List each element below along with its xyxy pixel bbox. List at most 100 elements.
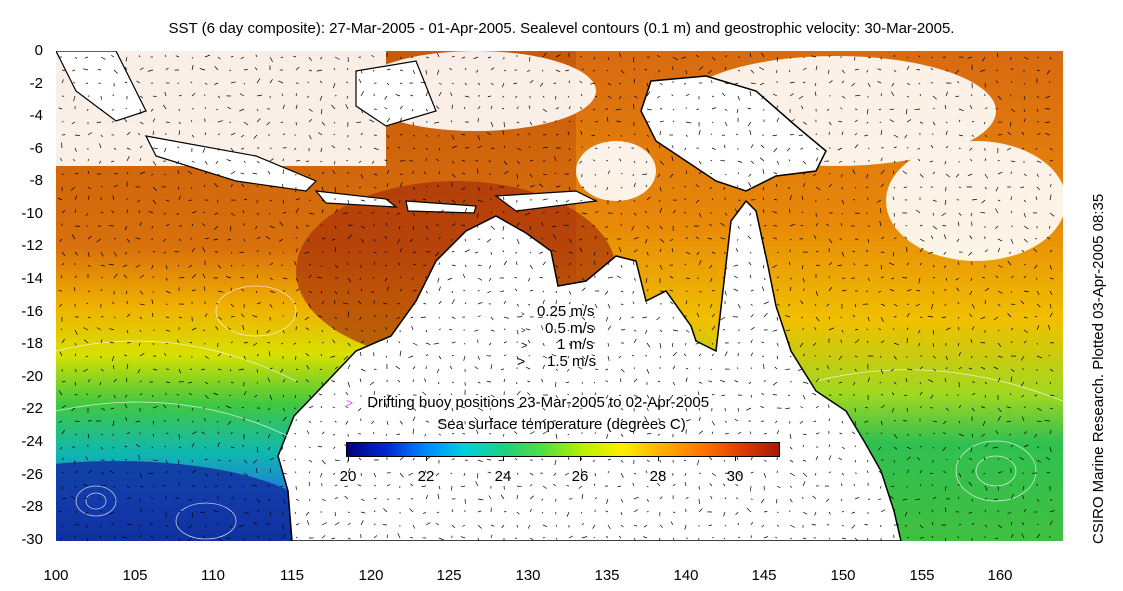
velocity-arrow [932, 446, 935, 449]
velocity-arrow [438, 147, 441, 151]
velocity-arrow [461, 134, 466, 136]
velocity-arrow [451, 432, 455, 435]
velocity-arrow [594, 185, 597, 188]
velocity-arrow [1007, 313, 1012, 318]
velocity-arrow [321, 171, 325, 175]
velocity-arrow [477, 199, 483, 203]
velocity-arrow [152, 160, 157, 166]
velocity-arrow [672, 316, 675, 319]
velocity-arrow [1036, 173, 1039, 177]
velocity-arrow [968, 457, 973, 461]
velocity-arrow [410, 94, 414, 97]
velocity-arrow [607, 146, 610, 149]
velocity-arrow [555, 211, 559, 214]
velocity-arrow [893, 186, 896, 189]
velocity-arrow [462, 524, 466, 527]
velocity-arrow [685, 170, 688, 175]
velocity-arrow [633, 199, 636, 202]
velocity-arrow [202, 247, 206, 253]
velocity-arrow [697, 391, 700, 396]
velocity-arrow [1046, 236, 1051, 240]
velocity-arrow [294, 394, 297, 399]
velocity-arrow [685, 407, 688, 412]
velocity-arrow [997, 342, 1002, 348]
velocity-arrow [789, 223, 796, 227]
velocity-arrow [633, 496, 639, 500]
velocity-arrow [893, 54, 895, 58]
velocity-arrow [281, 93, 284, 97]
velocity-arrow [397, 303, 401, 305]
velocity-arrow [373, 432, 375, 435]
velocity-arrow [317, 445, 323, 448]
velocity-arrow [645, 470, 648, 474]
velocity-arrow [191, 289, 196, 292]
velocity-arrow [1049, 510, 1055, 513]
map-plot-area[interactable] [56, 51, 1063, 541]
velocity-legend-item: >1.5 m/s [517, 353, 596, 370]
velocity-arrow [812, 495, 817, 500]
velocity-arrow [463, 106, 466, 110]
velocity-arrow [997, 458, 1000, 461]
velocity-arrow [772, 329, 778, 332]
velocity-arrow [711, 251, 716, 255]
velocity-arrow [828, 276, 830, 279]
velocity-arrow [737, 431, 742, 435]
velocity-arrow [395, 365, 401, 370]
velocity-arrow [214, 82, 219, 86]
velocity-arrow [254, 67, 258, 71]
velocity-arrow [684, 394, 687, 397]
velocity-arrow [318, 132, 323, 136]
velocity-arrow [438, 91, 442, 97]
velocity-arrow [213, 225, 219, 230]
velocity-arrow [646, 91, 651, 97]
velocity-arrow [529, 484, 533, 487]
velocity-arrow [331, 145, 336, 149]
velocity-arrow [776, 117, 779, 123]
velocity-arrow [74, 485, 77, 488]
velocity-arrow [108, 263, 115, 266]
velocity-arrow [733, 288, 739, 292]
velocity-arrow [386, 339, 388, 344]
velocity-arrow [906, 82, 910, 86]
velocity-arrow [399, 82, 403, 85]
velocity-arrow [646, 368, 650, 374]
velocity-arrow [126, 209, 128, 214]
velocity-arrow [851, 524, 856, 529]
velocity-arrow [490, 329, 495, 332]
velocity-arrow [514, 277, 518, 279]
velocity-arrow [476, 429, 479, 435]
velocity-arrow [776, 303, 780, 306]
velocity-arrow [83, 368, 89, 372]
velocity-arrow [877, 80, 882, 84]
velocity-arrow [82, 68, 89, 71]
velocity-arrow [373, 368, 377, 371]
velocity-arrow [412, 186, 416, 190]
velocity-arrow [529, 508, 532, 513]
velocity-arrow [838, 160, 843, 163]
velocity-arrow [685, 300, 688, 305]
velocity-arrow [750, 326, 755, 331]
velocity-arrow [773, 147, 778, 153]
velocity-arrow [594, 432, 596, 435]
velocity-arrow [321, 209, 324, 214]
velocity-arrow [1036, 381, 1038, 385]
velocity-arrow [332, 326, 336, 331]
velocity-arrow [878, 328, 882, 331]
velocity-arrow [984, 107, 988, 110]
velocity-arrow [217, 147, 220, 151]
velocity-arrow [984, 249, 989, 253]
velocity-arrow [319, 80, 323, 84]
velocity-arrow [516, 329, 519, 335]
velocity-arrow [320, 224, 323, 227]
velocity-arrow [645, 238, 648, 244]
velocity-legend-item: >0.25 m/s [521, 304, 595, 323]
velocity-arrow [1049, 520, 1053, 526]
velocity-arrow [762, 169, 765, 175]
velocity-arrow [239, 93, 245, 97]
x-tick-label: 150 [830, 567, 856, 584]
velocity-arrow [282, 301, 285, 305]
velocity-arrow [332, 339, 336, 344]
velocity-arrow [202, 535, 206, 539]
velocity-arrow [450, 393, 453, 396]
velocity-arrow [995, 225, 999, 229]
